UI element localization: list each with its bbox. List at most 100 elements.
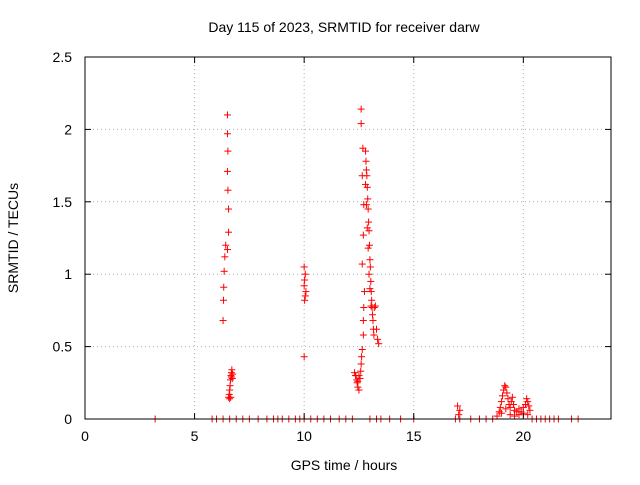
data-point <box>301 292 309 300</box>
data-point <box>496 403 504 411</box>
data-point <box>365 270 373 278</box>
chart-title: Day 115 of 2023, SRMTID for receiver dar… <box>208 19 480 35</box>
data-point <box>351 369 359 377</box>
data-point <box>368 296 376 304</box>
data-point <box>354 377 362 385</box>
data-point <box>366 256 374 264</box>
data-point <box>499 392 507 400</box>
data-point <box>497 398 505 406</box>
data-point <box>358 260 366 268</box>
data-point <box>374 335 382 343</box>
data-point <box>357 360 365 368</box>
data-point <box>367 277 375 285</box>
data-point <box>364 244 372 252</box>
data-point <box>359 331 367 339</box>
data-point <box>363 172 371 180</box>
data-point <box>355 372 363 380</box>
data-point <box>362 157 370 165</box>
y-axis-label: SRMTID / TECUs <box>5 183 21 293</box>
data-point <box>355 386 363 394</box>
data-point <box>366 263 374 271</box>
data-point <box>367 288 375 296</box>
data-point <box>225 205 233 213</box>
data-point <box>362 201 370 209</box>
y-tick-label: 0.5 <box>53 339 73 355</box>
data-point <box>369 317 377 325</box>
data-point <box>523 395 531 403</box>
data-point <box>362 147 370 155</box>
data-point <box>455 411 463 419</box>
data-point <box>515 411 523 419</box>
data-point <box>493 412 501 420</box>
data-point <box>365 218 373 226</box>
data-point <box>229 370 237 378</box>
data-point <box>511 412 519 420</box>
data-point <box>363 183 371 191</box>
data-point <box>366 285 374 293</box>
y-tick-label: 0 <box>64 411 72 427</box>
x-axis-label: GPS time / hours <box>291 457 398 473</box>
data-point <box>227 393 235 401</box>
x-tick-label: 10 <box>296 428 312 444</box>
data-point <box>357 120 365 128</box>
data-point <box>524 398 532 406</box>
data-point <box>357 105 365 113</box>
data-point <box>302 288 310 296</box>
data-point <box>454 402 462 410</box>
data-point <box>223 111 231 119</box>
y-tick-label: 2.5 <box>53 49 73 65</box>
data-point <box>524 411 532 419</box>
data-point <box>359 317 367 325</box>
data-point <box>224 186 232 194</box>
data-point <box>223 130 231 138</box>
data-point <box>365 241 373 249</box>
x-tick-label: 0 <box>81 428 89 444</box>
data-point <box>353 379 361 387</box>
data-point <box>357 367 365 375</box>
data-point <box>370 304 378 312</box>
data-point <box>225 228 233 236</box>
y-tick-label: 1 <box>64 266 72 282</box>
data-point <box>375 340 383 348</box>
data-point <box>221 253 229 261</box>
data-point <box>526 406 534 414</box>
data-point <box>509 401 517 409</box>
axis-ticks: 0 5 10 15 20 0 0.5 1 1.5 2 2.5 <box>53 49 611 444</box>
x-tick-label: 5 <box>191 428 199 444</box>
y-tick-label: 2 <box>64 121 72 137</box>
data-point <box>226 395 234 403</box>
x-tick-label: 20 <box>516 428 532 444</box>
data-point <box>497 409 505 417</box>
data-point <box>508 393 516 401</box>
data-point <box>300 353 308 361</box>
data-point <box>301 276 309 284</box>
data-point <box>358 345 366 353</box>
data-point <box>358 353 366 361</box>
data-point <box>301 270 309 278</box>
data-point <box>502 405 510 413</box>
data-point <box>372 325 380 333</box>
data-point <box>228 366 236 374</box>
data-point <box>364 205 372 213</box>
data-point <box>503 389 511 397</box>
data-point <box>360 288 368 296</box>
data-point <box>502 383 510 391</box>
data-point <box>525 402 533 410</box>
data-point <box>224 147 232 155</box>
data-point <box>359 231 367 239</box>
data-point <box>365 227 373 235</box>
data-point <box>227 373 235 381</box>
grid <box>85 57 611 419</box>
data-point <box>220 296 228 304</box>
data-point <box>362 180 370 188</box>
data-point <box>220 283 228 291</box>
data-point <box>300 263 308 271</box>
data-point <box>222 241 230 249</box>
data-point <box>223 167 231 175</box>
x-tick-label: 15 <box>406 428 422 444</box>
data-point <box>371 302 379 310</box>
data-point <box>364 195 372 203</box>
data-points <box>151 105 582 423</box>
